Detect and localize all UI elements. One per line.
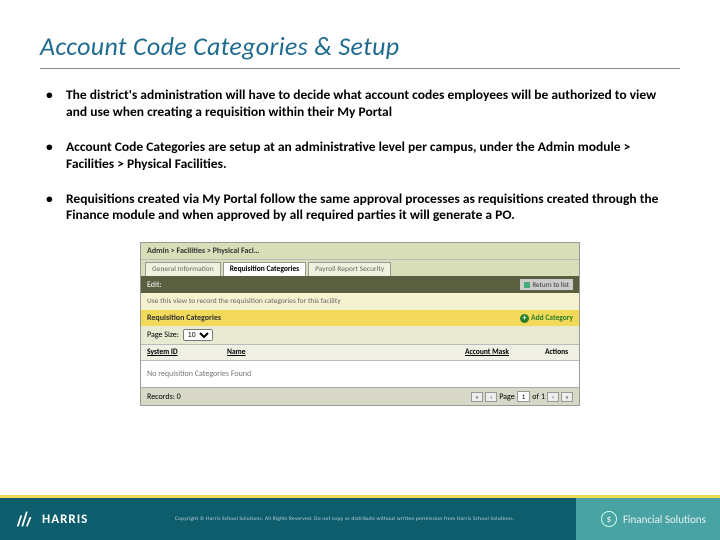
brand-text: HARRIS: [42, 512, 88, 527]
slide: Account Code Categories & Setup • The di…: [0, 0, 720, 540]
table-footer: Records: 0 « ‹ Page 1 of 1 › »: [141, 387, 579, 405]
panel-body: Edit: Return to list Use this view to re…: [141, 276, 579, 405]
copyright-text: Copyright © Harris School Solutions. All…: [88, 516, 601, 522]
breadcrumb: Admin > Facilities > Physical Faci…: [141, 243, 579, 259]
tab-requisition-categories[interactable]: Requisition Categories: [223, 262, 306, 276]
title-underline: [40, 68, 680, 69]
edit-label: Edit:: [147, 280, 162, 290]
page-size-select[interactable]: 10: [183, 329, 213, 341]
pager-of-label: of: [532, 392, 539, 402]
brand-logo: HARRIS: [14, 508, 88, 530]
logo-icon: [14, 508, 36, 530]
records-label: Records: 0: [147, 392, 181, 402]
bullet-list: • The district's administration will hav…: [40, 87, 680, 224]
footer-right-label: Financial Solutions: [623, 513, 706, 526]
bullet-text: Requisitions created via My Portal follo…: [66, 191, 674, 225]
page-size-label: Page Size:: [147, 330, 179, 340]
page-size-row: Page Size: 10: [141, 326, 579, 344]
add-category-button[interactable]: Add Category: [520, 314, 573, 323]
col-actions: Actions: [539, 345, 579, 360]
page-title: Account Code Categories & Setup: [40, 30, 680, 62]
embedded-screenshot: Admin > Facilities > Physical Faci… Gene…: [140, 242, 580, 406]
return-to-list-button[interactable]: Return to list: [520, 279, 573, 290]
pager-next-icon[interactable]: ›: [547, 392, 559, 402]
footer: HARRIS Copyright © Harris School Solutio…: [0, 498, 720, 540]
pager-page-label: Page: [499, 392, 514, 402]
bullet-dot: •: [46, 191, 66, 225]
table-header: System ID Name Account Mask Actions: [141, 344, 579, 361]
tab-payroll-security[interactable]: Payroll Report Security: [308, 262, 391, 276]
list-item: • Account Code Categories are setup at a…: [46, 139, 674, 173]
col-name[interactable]: Name: [221, 345, 459, 360]
footer-right: $ Financial Solutions: [601, 511, 706, 527]
section-title: Requisition Categories: [147, 313, 221, 323]
col-account-mask[interactable]: Account Mask: [459, 345, 539, 360]
section-header: Requisition Categories Add Category: [141, 310, 579, 326]
edit-bar: Edit: Return to list: [141, 276, 579, 293]
pager-prev-icon[interactable]: ‹: [485, 392, 497, 402]
tab-general-info[interactable]: General Information: [145, 262, 221, 276]
bullet-dot: •: [46, 139, 66, 173]
bullet-text: Account Code Categories are setup at an …: [66, 139, 674, 173]
pager: « ‹ Page 1 of 1 › »: [471, 391, 573, 402]
col-system-id[interactable]: System ID: [141, 345, 221, 360]
pager-total: 1: [541, 392, 545, 402]
pager-current[interactable]: 1: [517, 391, 531, 402]
tab-bar: General Information Requisition Categori…: [141, 259, 579, 276]
solutions-icon: $: [601, 511, 617, 527]
list-item: • Requisitions created via My Portal fol…: [46, 191, 674, 225]
info-text: Use this view to record the requisition …: [141, 293, 579, 310]
bullet-dot: •: [46, 87, 66, 121]
empty-row: No requisition Categories Found: [141, 361, 579, 387]
pager-first-icon[interactable]: «: [471, 392, 483, 402]
pager-last-icon[interactable]: »: [561, 392, 573, 402]
bullet-text: The district's administration will have …: [66, 87, 674, 121]
list-item: • The district's administration will hav…: [46, 87, 674, 121]
